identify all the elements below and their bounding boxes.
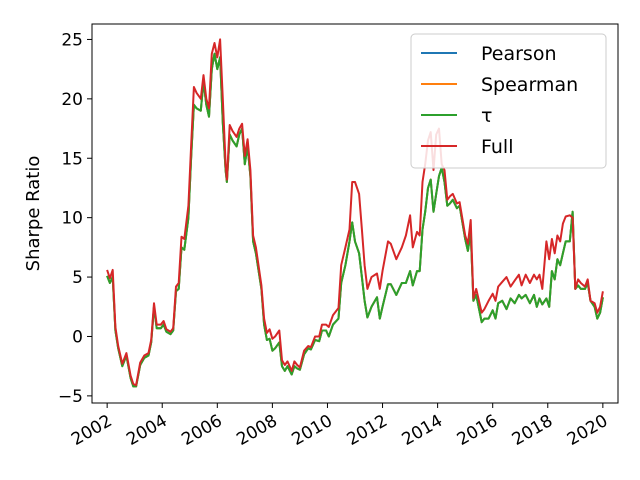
x-tick-label: 2016	[454, 411, 501, 450]
y-axis-label: Sharpe Ratio	[23, 156, 44, 272]
y-tick-label: 15	[61, 149, 83, 169]
legend-label: Pearson	[481, 43, 557, 65]
x-tick-label: 2012	[344, 411, 391, 450]
x-axis: 2002 2004 2006 2008 2010 2012 2014 2016 2018 2020	[68, 403, 611, 450]
y-tick-label: −5	[58, 387, 83, 407]
x-tick-label: 2018	[509, 411, 556, 450]
y-tick-label: 10	[61, 209, 83, 229]
axes-frame	[91, 23, 619, 404]
legend-box	[410, 33, 607, 169]
plot-area	[106, 38, 604, 388]
legend-label: τ	[481, 105, 492, 127]
x-tick-label: 2006	[178, 411, 225, 450]
x-tick-label: 2020	[564, 411, 611, 450]
x-tick-label: 2014	[399, 411, 446, 450]
y-tick-label: 0	[72, 327, 83, 347]
legend: Pearson Spearman τ Full	[410, 33, 607, 169]
x-tick-label: 2004	[123, 411, 170, 450]
legend-label: Spearman	[481, 74, 578, 96]
x-tick-label: 2010	[288, 411, 335, 450]
legend-label: Full	[481, 136, 514, 158]
y-tick-label: 25	[61, 30, 83, 50]
y-axis: −5 0 5 10 15 20 25	[58, 30, 92, 407]
series-line-3	[106, 38, 604, 387]
x-tick-label: 2002	[68, 411, 115, 450]
x-tick-label: 2008	[233, 411, 280, 450]
y-tick-label: 5	[72, 268, 83, 288]
y-tick-label: 20	[61, 90, 83, 110]
